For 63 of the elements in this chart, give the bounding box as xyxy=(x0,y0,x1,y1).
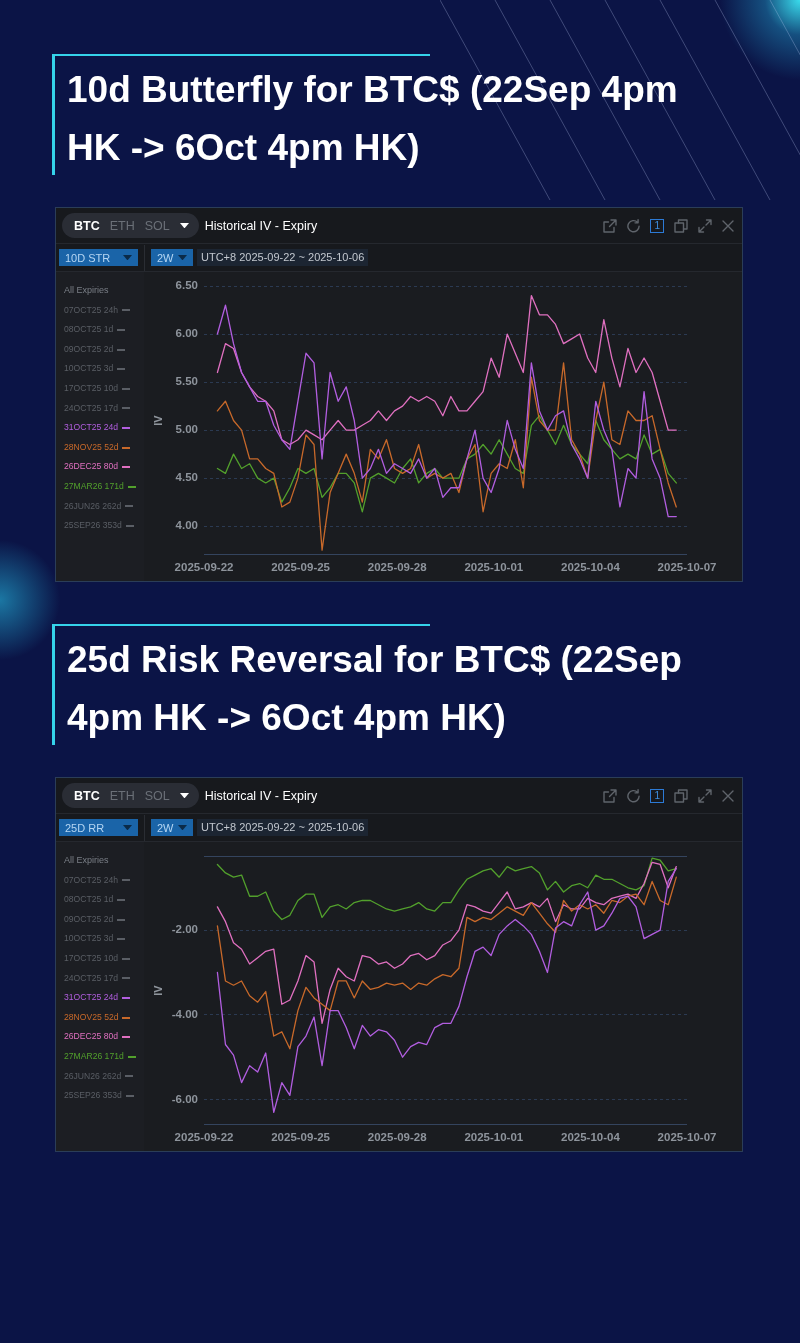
legend-label: 26JUN26 262d xyxy=(64,499,122,513)
legend-label: 31OCT25 24d xyxy=(64,991,118,1005)
legend-label: 28NOV25 52d xyxy=(64,440,119,454)
y-tick-label: -4.00 xyxy=(171,1008,198,1021)
x-tick-label: 2025-10-07 xyxy=(657,1131,717,1144)
legend-label: 17OCT25 10d xyxy=(64,951,118,965)
x-tick-label: 2025-10-04 xyxy=(560,1131,621,1144)
legend-label: 24OCT25 17d xyxy=(64,971,118,985)
legend-label: 26DEC25 80d xyxy=(64,1030,118,1044)
y-tick-label: 4.00 xyxy=(175,519,198,532)
text: ETH xyxy=(109,218,135,233)
x-tick-label: 2025-09-28 xyxy=(367,561,428,574)
legend-label: 24OCT25 17d xyxy=(64,401,118,415)
x-tick-label: 2025-09-22 xyxy=(174,561,234,574)
y-tick-label: -6.00 xyxy=(171,1092,198,1105)
text: SOL xyxy=(144,788,170,803)
chart-title: 10d Butterfly for BTC$ (22Sep 4pm HK -> 6Oct 4pm HK) xyxy=(67,68,679,170)
y-tick-label: 5.00 xyxy=(175,423,198,436)
legend-label: 26DEC25 80d xyxy=(64,460,118,474)
text: 2W xyxy=(157,251,174,264)
x-tick-label: 2025-10-01 xyxy=(464,1131,524,1144)
text: 25D RR xyxy=(65,821,105,834)
text: SOL xyxy=(144,218,170,233)
text: Historical IV - Expiry xyxy=(204,788,318,803)
y-tick-label: 6.50 xyxy=(175,279,198,292)
x-tick-label: 2025-09-28 xyxy=(367,1131,428,1144)
legend-label: 26JUN26 262d xyxy=(64,1069,122,1083)
y-tick-label: 5.50 xyxy=(175,375,198,388)
legend-label: 25SEP26 353d xyxy=(64,519,122,533)
legend-label: 28NOV25 52d xyxy=(64,1010,119,1024)
legend-label: 31OCT25 24d xyxy=(64,421,118,435)
text: UTC+8 2025-09-22 ~ 2025-10-06 xyxy=(197,249,369,266)
x-tick-label: 2025-10-07 xyxy=(657,561,717,574)
legend-label: 08OCT25 1d xyxy=(64,893,114,907)
text: 2W xyxy=(157,821,174,834)
x-tick-label: 2025-10-01 xyxy=(464,561,524,574)
text: 1 xyxy=(650,789,664,803)
y-axis-title: IV xyxy=(151,414,164,426)
text: Historical IV - Expiry xyxy=(204,218,318,233)
chart-title: 25d Risk Reversal for BTC$ (22Sep 4pm HK -> 6Oct 4pm HK) xyxy=(67,638,683,740)
y-tick-label: 4.50 xyxy=(175,471,198,484)
text: BTC xyxy=(74,218,100,233)
text: BTC xyxy=(74,788,100,803)
legend-title: All Expiries xyxy=(64,854,110,867)
legend-label: 25SEP26 353d xyxy=(64,1089,122,1103)
text: 1 xyxy=(650,219,664,233)
text: UTC+8 2025-09-22 ~ 2025-10-06 xyxy=(197,819,369,836)
legend-label: 07OCT25 24h xyxy=(64,303,118,317)
legend-label: 27MAR26 171d xyxy=(64,1049,124,1063)
y-tick-label: 6.00 xyxy=(175,327,198,340)
text: ETH xyxy=(109,788,135,803)
legend-label: 08OCT25 1d xyxy=(64,323,114,337)
legend-label: 27MAR26 171d xyxy=(64,479,124,493)
legend-label: 17OCT25 10d xyxy=(64,381,118,395)
y-tick-label: -2.00 xyxy=(171,923,198,936)
legend-label: 07OCT25 24h xyxy=(64,873,118,887)
x-tick-label: 2025-09-25 xyxy=(271,1131,331,1144)
x-tick-label: 2025-09-22 xyxy=(174,1131,234,1144)
y-axis-title: IV xyxy=(151,984,164,996)
text: 10D STR xyxy=(65,251,111,264)
legend-title: All Expiries xyxy=(64,284,110,297)
x-tick-label: 2025-09-25 xyxy=(271,561,331,574)
x-tick-label: 2025-10-04 xyxy=(560,561,621,574)
